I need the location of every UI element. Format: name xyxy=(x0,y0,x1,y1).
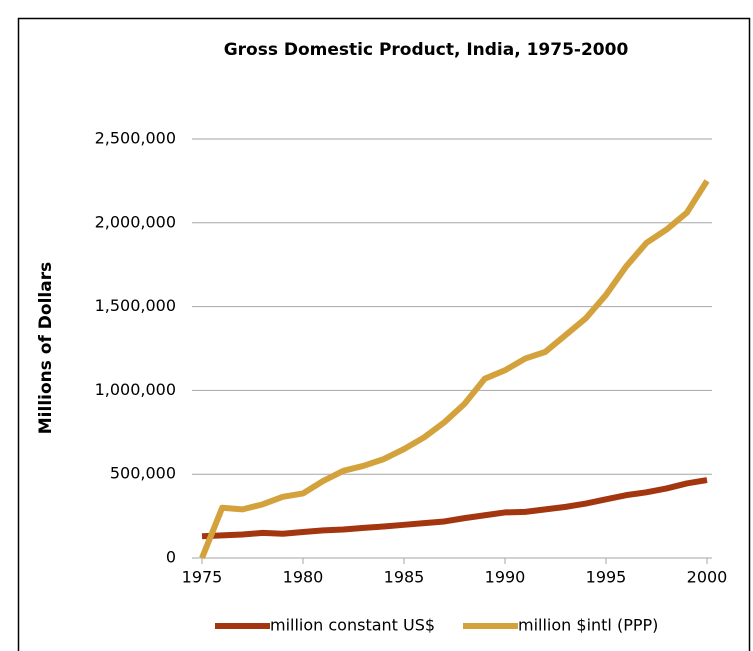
line-series xyxy=(199,179,710,560)
y-tick-label: 0 xyxy=(166,548,176,567)
y-axis-label: Millions of Dollars xyxy=(36,262,56,434)
y-tick-label: 2,500,000 xyxy=(95,129,176,148)
y-tick-label: 1,000,000 xyxy=(95,380,176,399)
chart-frame xyxy=(17,17,751,651)
y-tick-label: 500,000 xyxy=(110,464,176,483)
x-tick-label: 1985 xyxy=(384,568,425,587)
x-tick-label: 2000 xyxy=(687,568,728,587)
line-series xyxy=(201,477,708,540)
x-tick-label: 1990 xyxy=(485,568,526,587)
y-tick-label: 1,500,000 xyxy=(95,296,176,315)
chart-title: Gross Domestic Product, India, 1975-2000 xyxy=(224,40,629,60)
x-tick-label: 1995 xyxy=(586,568,627,587)
legend-label: million $intl (PPP) xyxy=(518,616,658,635)
x-tick-label: 1975 xyxy=(182,568,223,587)
x-tick-label: 1980 xyxy=(283,568,324,587)
y-tick-label: 2,000,000 xyxy=(95,212,176,231)
legend-label: million constant US$ xyxy=(270,616,435,635)
